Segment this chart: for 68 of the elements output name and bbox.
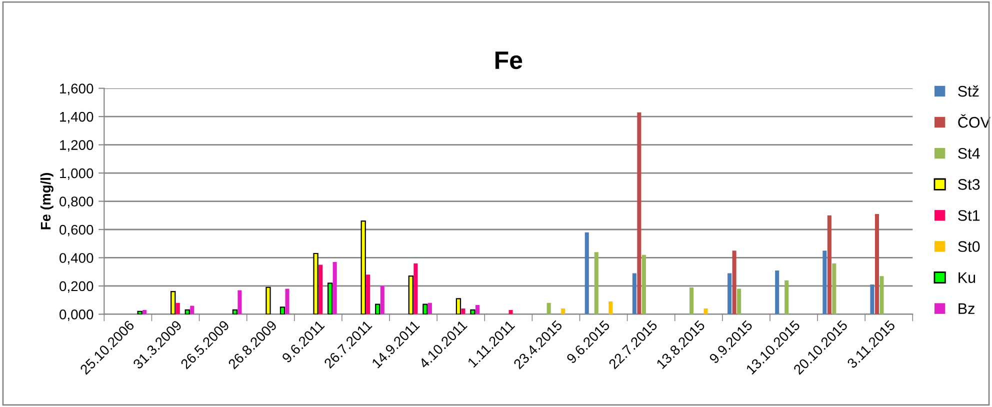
bar bbox=[637, 112, 642, 314]
bar bbox=[184, 309, 190, 314]
legend-label: Ku bbox=[958, 272, 976, 283]
bar bbox=[546, 302, 551, 314]
bar bbox=[313, 252, 318, 314]
y-tick-label: 0,000 bbox=[60, 310, 94, 322]
bar bbox=[784, 280, 789, 314]
bar bbox=[360, 220, 366, 314]
bar bbox=[238, 290, 242, 314]
bar bbox=[170, 291, 176, 314]
y-tick-label: 1,200 bbox=[60, 140, 94, 152]
y-tick-label: 1,000 bbox=[60, 168, 94, 180]
bar bbox=[366, 274, 370, 314]
y-tick-label: 0,200 bbox=[60, 281, 94, 293]
legend-label: St1 bbox=[958, 210, 980, 221]
bar bbox=[375, 304, 380, 314]
bar bbox=[332, 262, 337, 314]
bar bbox=[422, 304, 428, 314]
bar bbox=[280, 306, 286, 314]
bar bbox=[266, 286, 271, 314]
legend-label: St3 bbox=[958, 179, 980, 190]
bar bbox=[775, 270, 780, 314]
bar bbox=[142, 310, 147, 314]
bar bbox=[584, 232, 589, 314]
legend-label: St0 bbox=[958, 241, 980, 252]
bar bbox=[456, 298, 462, 314]
bar bbox=[380, 286, 384, 314]
bar bbox=[704, 308, 708, 314]
bar bbox=[137, 310, 142, 314]
y-tick-label: 0,800 bbox=[60, 196, 94, 208]
legend-label: St4 bbox=[958, 148, 980, 159]
bar bbox=[689, 287, 694, 314]
y-axis-title: Fe (mg/l) bbox=[40, 173, 54, 230]
y-tick-label: 0,600 bbox=[60, 224, 94, 236]
bar bbox=[594, 252, 598, 314]
y-tick-label: 1,600 bbox=[60, 84, 94, 96]
y-tick-label: 1,400 bbox=[60, 112, 94, 124]
bar bbox=[561, 308, 566, 314]
bar bbox=[232, 309, 238, 314]
bar bbox=[832, 263, 836, 314]
bar bbox=[822, 250, 827, 314]
bar bbox=[632, 273, 636, 314]
bar bbox=[728, 273, 732, 314]
bar bbox=[285, 288, 290, 314]
y-tick-label: 0,400 bbox=[60, 253, 94, 265]
bar bbox=[470, 309, 476, 314]
bar bbox=[176, 302, 180, 314]
bar bbox=[870, 284, 874, 314]
bar bbox=[190, 306, 194, 314]
bar bbox=[608, 302, 613, 314]
bar bbox=[475, 305, 480, 314]
bar bbox=[737, 288, 742, 314]
bar bbox=[732, 250, 736, 314]
bar bbox=[327, 282, 333, 314]
bar bbox=[508, 310, 513, 314]
bar bbox=[318, 264, 323, 314]
legend-label: Bz bbox=[958, 303, 974, 314]
bar bbox=[414, 263, 418, 314]
legend-label: Stž bbox=[958, 85, 979, 97]
bar bbox=[880, 276, 884, 314]
legend-label: ČOV bbox=[958, 114, 990, 128]
chart-title: Fe bbox=[495, 52, 522, 70]
bar bbox=[874, 214, 879, 314]
bar bbox=[428, 302, 432, 314]
bar bbox=[642, 254, 646, 314]
bar bbox=[461, 308, 466, 314]
bar bbox=[408, 276, 414, 314]
bar bbox=[827, 215, 832, 314]
